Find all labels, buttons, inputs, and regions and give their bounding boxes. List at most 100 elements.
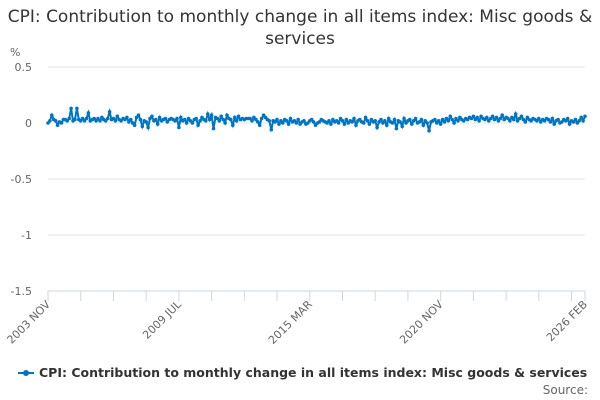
- data-point[interactable]: [365, 119, 370, 123]
- data-point[interactable]: [209, 113, 214, 117]
- data-point[interactable]: [129, 117, 133, 122]
- data-point[interactable]: [136, 113, 141, 117]
- data-point[interactable]: [154, 117, 158, 122]
- data-point[interactable]: [556, 117, 560, 122]
- data-point[interactable]: [259, 116, 264, 121]
- data-point[interactable]: [581, 119, 585, 123]
- data-point[interactable]: [386, 116, 391, 121]
- data-point[interactable]: [281, 121, 285, 125]
- data-point[interactable]: [144, 120, 148, 124]
- data-point[interactable]: [390, 121, 395, 125]
- data-point[interactable]: [194, 116, 198, 121]
- data-point[interactable]: [294, 121, 299, 125]
- data-point[interactable]: [59, 121, 64, 125]
- data-point[interactable]: [182, 117, 187, 122]
- data-point[interactable]: [413, 116, 418, 121]
- data-point[interactable]: [475, 115, 480, 120]
- data-point[interactable]: [485, 115, 489, 120]
- data-point[interactable]: [221, 117, 225, 122]
- data-point[interactable]: [519, 114, 524, 119]
- data-point[interactable]: [211, 126, 216, 131]
- data-point[interactable]: [385, 123, 389, 127]
- data-point[interactable]: [327, 119, 331, 123]
- data-point[interactable]: [523, 120, 528, 124]
- data-point[interactable]: [115, 114, 120, 119]
- data-point[interactable]: [452, 121, 456, 125]
- data-point[interactable]: [579, 115, 583, 120]
- data-point[interactable]: [73, 117, 77, 122]
- data-point[interactable]: [84, 116, 89, 121]
- data-point[interactable]: [255, 120, 260, 124]
- data-point[interactable]: [450, 117, 455, 122]
- data-point[interactable]: [234, 119, 239, 123]
- data-point[interactable]: [284, 119, 289, 123]
- data-point[interactable]: [573, 117, 578, 122]
- data-point[interactable]: [50, 113, 54, 117]
- data-point[interactable]: [302, 119, 306, 123]
- data-point[interactable]: [379, 117, 383, 122]
- data-point[interactable]: [125, 115, 129, 120]
- data-point[interactable]: [500, 113, 505, 117]
- data-point[interactable]: [105, 116, 110, 121]
- data-point[interactable]: [361, 121, 366, 125]
- data-point[interactable]: [583, 114, 587, 119]
- data-point[interactable]: [236, 114, 241, 119]
- data-point[interactable]: [275, 117, 279, 122]
- data-point[interactable]: [267, 119, 272, 123]
- data-point[interactable]: [436, 119, 441, 123]
- data-point[interactable]: [400, 124, 405, 129]
- data-point[interactable]: [398, 120, 403, 124]
- data-point[interactable]: [421, 123, 426, 127]
- data-point[interactable]: [86, 111, 91, 115]
- data-point[interactable]: [340, 119, 345, 123]
- data-point[interactable]: [548, 120, 553, 124]
- data-point[interactable]: [433, 117, 437, 122]
- data-point[interactable]: [565, 116, 570, 121]
- data-point[interactable]: [113, 119, 118, 123]
- data-point[interactable]: [498, 116, 503, 121]
- data-point[interactable]: [223, 121, 227, 125]
- data-point[interactable]: [363, 115, 368, 120]
- data-point[interactable]: [375, 125, 379, 130]
- data-point[interactable]: [196, 123, 200, 127]
- data-point[interactable]: [132, 123, 137, 127]
- data-point[interactable]: [456, 119, 460, 123]
- data-point[interactable]: [217, 119, 222, 123]
- data-point[interactable]: [155, 122, 160, 126]
- data-point[interactable]: [157, 115, 162, 120]
- data-point[interactable]: [175, 116, 179, 121]
- data-point[interactable]: [446, 119, 451, 123]
- data-point[interactable]: [231, 123, 235, 127]
- data-point[interactable]: [146, 125, 150, 130]
- data-point[interactable]: [471, 114, 476, 119]
- data-point[interactable]: [402, 116, 406, 121]
- data-point[interactable]: [250, 119, 254, 123]
- data-point[interactable]: [410, 122, 414, 126]
- data-point[interactable]: [508, 119, 512, 123]
- data-point[interactable]: [296, 117, 301, 122]
- data-point[interactable]: [577, 119, 581, 123]
- legend-item[interactable]: CPI: Contribution to monthly change in a…: [18, 365, 587, 380]
- data-point[interactable]: [354, 123, 358, 127]
- data-point[interactable]: [257, 123, 262, 127]
- data-point[interactable]: [163, 116, 168, 121]
- data-point[interactable]: [98, 119, 102, 123]
- data-point[interactable]: [48, 119, 52, 123]
- data-point[interactable]: [512, 117, 516, 122]
- data-point[interactable]: [150, 114, 154, 119]
- data-point[interactable]: [438, 122, 443, 126]
- data-point[interactable]: [336, 121, 341, 125]
- data-point[interactable]: [225, 113, 229, 117]
- data-point[interactable]: [269, 127, 274, 132]
- data-point[interactable]: [342, 122, 347, 126]
- data-point[interactable]: [198, 119, 202, 123]
- data-point[interactable]: [477, 119, 481, 123]
- data-point[interactable]: [107, 110, 112, 114]
- data-point[interactable]: [352, 116, 356, 121]
- data-point[interactable]: [373, 119, 378, 123]
- data-point[interactable]: [207, 117, 212, 122]
- data-point[interactable]: [67, 116, 71, 121]
- data-point[interactable]: [394, 126, 399, 131]
- data-point[interactable]: [204, 119, 208, 123]
- data-point[interactable]: [184, 121, 189, 125]
